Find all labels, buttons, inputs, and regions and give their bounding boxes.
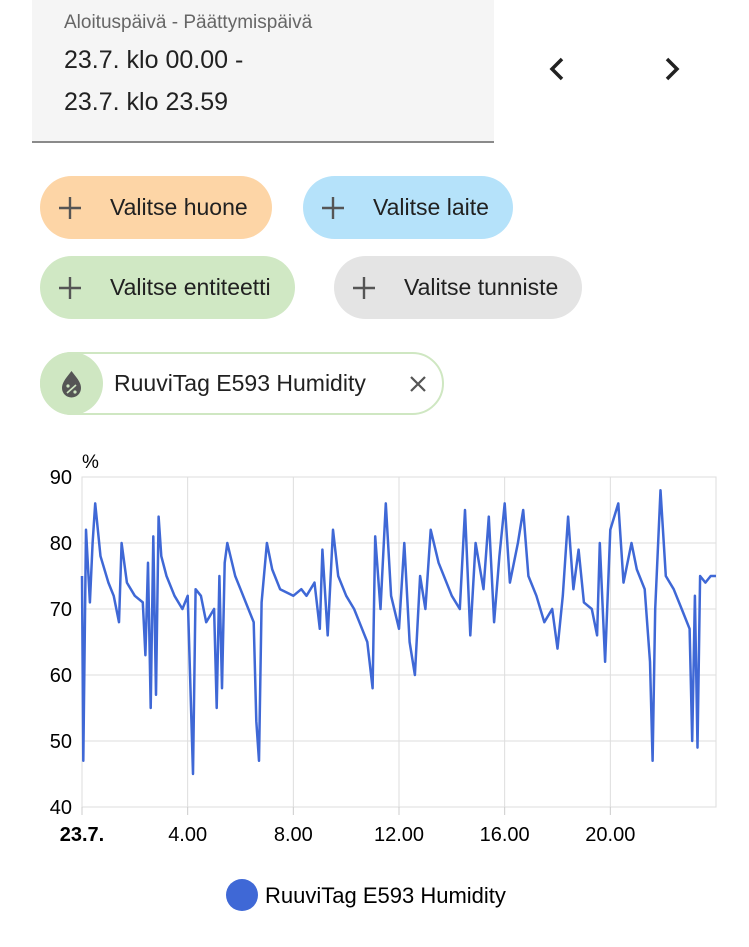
- y-tick-label: 80: [50, 533, 72, 555]
- x-tick-label: 16.00: [480, 824, 530, 846]
- data-line: [80, 488, 716, 776]
- selected-entity-chip[interactable]: RuuviTag E593 Humidity: [40, 352, 444, 415]
- chip-label: Valitse laite: [373, 194, 489, 220]
- filter-chip[interactable]: Valitse huone: [40, 176, 272, 239]
- filter-chip[interactable]: Valitse laite: [303, 176, 513, 239]
- date-start: 23.7. klo 00.00 -: [64, 46, 244, 74]
- filter-chip[interactable]: Valitse entiteetti: [40, 256, 295, 319]
- y-axis-label: %: [82, 452, 99, 473]
- next-button[interactable]: [656, 54, 686, 84]
- date-end: 23.7. klo 23.59: [64, 88, 229, 116]
- x-tick-label: 12.00: [374, 824, 424, 846]
- x-tick-label: 20.00: [585, 824, 635, 846]
- y-tick-label: 40: [50, 797, 72, 819]
- chart: % 40 50 60 70 80 90 23.7. 4.00 8.00 12.00 16.00 20.…: [50, 452, 717, 911]
- date-range-label: Aloituspäivä - Päättymispäivä: [64, 12, 313, 33]
- x-tick-label: 4.00: [168, 824, 207, 846]
- prev-button[interactable]: [543, 54, 573, 84]
- remove-button[interactable]: [408, 374, 428, 394]
- y-tick-label: 50: [50, 731, 72, 753]
- chip-label: Valitse huone: [110, 194, 248, 220]
- y-tick-label: 90: [50, 467, 72, 489]
- x-tick-label: 23.7.: [60, 824, 104, 846]
- humidity-icon: [40, 352, 103, 415]
- chip-label: Valitse entiteetti: [110, 274, 271, 300]
- filter-chip[interactable]: Valitse tunniste: [334, 256, 583, 319]
- y-tick-label: 70: [50, 599, 72, 621]
- legend-swatch: [226, 879, 258, 911]
- selected-entity-label: RuuviTag E593 Humidity: [114, 370, 366, 396]
- chip-label: Valitse tunniste: [404, 274, 559, 300]
- legend-label: RuuviTag E593 Humidity: [265, 883, 506, 908]
- date-range[interactable]: Aloituspäivä - Päättymispäivä 23.7. klo …: [32, 0, 494, 143]
- x-tick-label: 8.00: [274, 824, 313, 846]
- y-tick-label: 60: [50, 665, 72, 687]
